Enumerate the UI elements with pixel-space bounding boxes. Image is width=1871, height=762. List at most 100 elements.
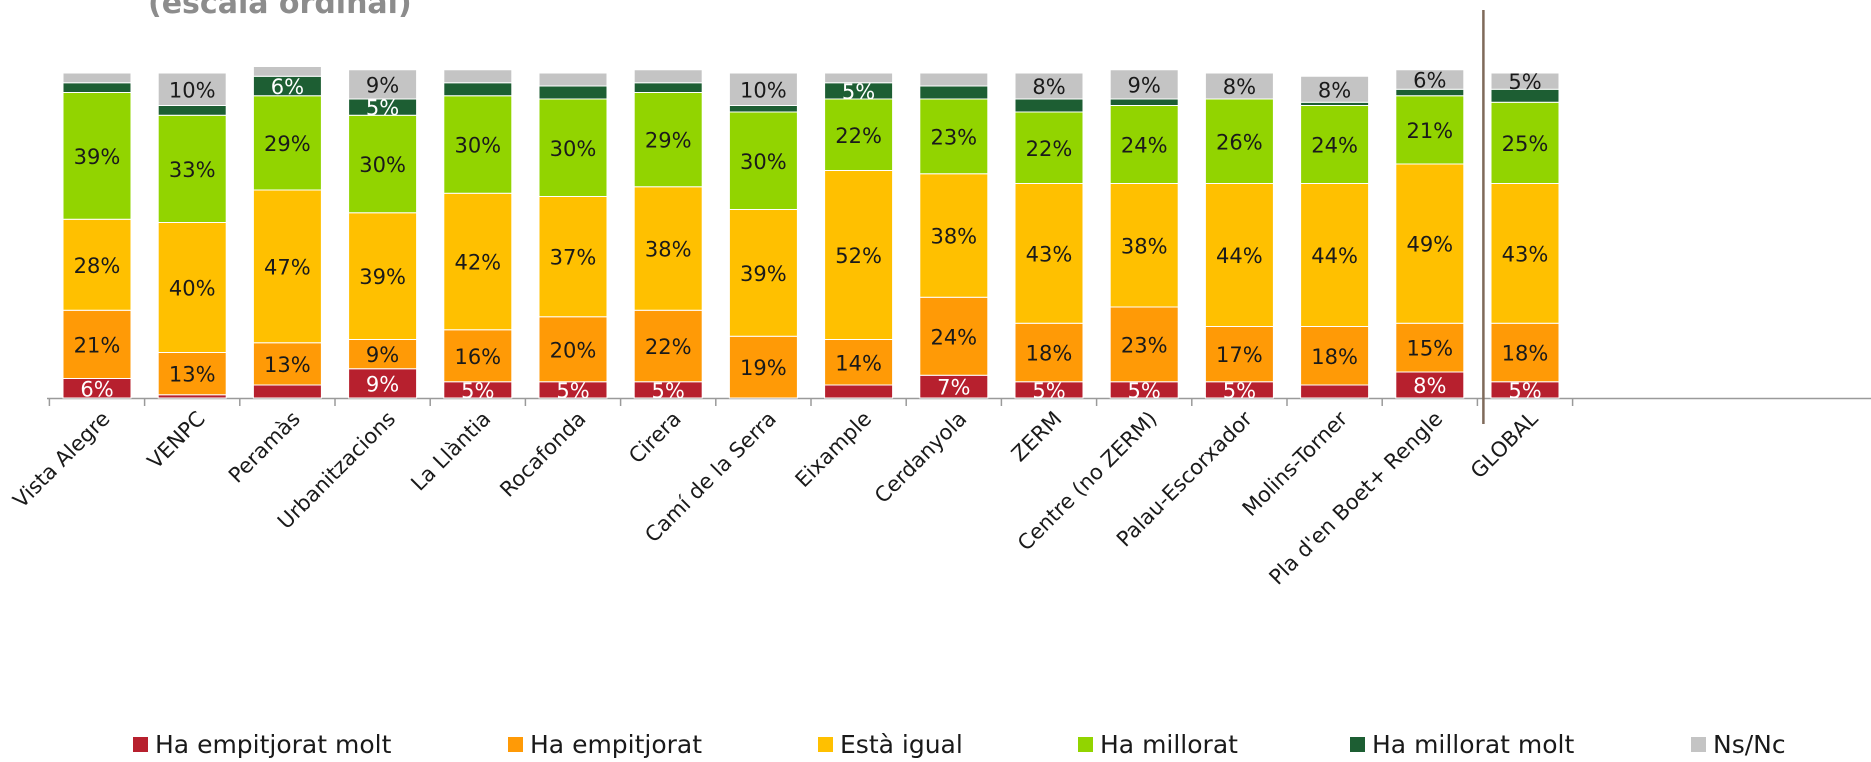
bar-segment-ha-millorat-molt-zerm [1014, 98, 1084, 113]
data-label: 20% [550, 338, 597, 362]
legend-label: Ha millorat [1100, 730, 1238, 759]
bar-segment-esta-igual-cami-de-la-serra [728, 209, 798, 337]
bar-segment-ha-empitjorat-peramas [252, 342, 322, 386]
bar-segment-ha-empitjorat-molt-peramas [252, 384, 322, 399]
data-label: 29% [264, 132, 311, 156]
data-label: 14% [835, 351, 882, 375]
data-label: 21% [1406, 119, 1453, 143]
bar-segment-esta-igual-rocafonda [538, 196, 608, 318]
bar-segment-ha-millorat-urbanitzacions [348, 114, 418, 214]
data-label: 24% [930, 325, 977, 349]
bar-segment-esta-igual-centre-no-zerm [1109, 183, 1179, 308]
data-label: 25% [1502, 132, 1549, 156]
bar-segment-ns-nc-global [1490, 72, 1560, 90]
bar-segment-esta-igual-eixample [824, 170, 894, 340]
bar-segment-ha-millorat-molt-la-llantia [443, 82, 513, 97]
bar-segment-ha-millorat-centre-no-zerm [1109, 105, 1179, 184]
bar-segment-ha-millorat-vista-alegre [62, 92, 132, 220]
data-label: 22% [645, 335, 692, 359]
data-label: 30% [454, 134, 501, 158]
data-label: 5% [652, 379, 685, 403]
data-label: 5% [461, 379, 494, 403]
data-label: 44% [1216, 244, 1263, 268]
legend-label: Ha empitjorat [530, 730, 703, 759]
bar-segment-ns-nc-eixample [824, 72, 894, 84]
data-label: 37% [550, 246, 597, 270]
bar-segment-ha-millorat-cerdanyola [919, 98, 989, 175]
bar-segment-ha-millorat-cirera [633, 92, 703, 188]
bar-segment-ns-nc-pla-d-en-boet-rengle [1395, 69, 1465, 90]
data-label: 44% [1311, 244, 1358, 268]
x-tick-label: Rocafonda [495, 407, 590, 502]
bar-segment-esta-igual-vista-alegre [62, 218, 132, 311]
legend-swatch-ns-nc [1691, 737, 1706, 752]
bar-segment-esta-igual-palau-escorxador [1204, 183, 1274, 327]
data-label: 9% [366, 372, 399, 396]
bar-segment-ha-empitjorat-eixample [824, 339, 894, 386]
data-label: 43% [1502, 242, 1549, 266]
x-tick-label: Cerdanyola [870, 407, 971, 508]
bar-segment-esta-igual-zerm [1014, 183, 1084, 324]
x-tick-label: La Llàntia [406, 407, 495, 496]
legend-item-ns-nc: Ns/Nc [1691, 730, 1786, 759]
data-label: 16% [454, 345, 501, 369]
bar-segment-ns-nc-vista-alegre [62, 72, 132, 84]
data-label: 18% [1026, 342, 1073, 366]
data-label: 8% [1318, 78, 1351, 102]
bar-segment-ha-empitjorat-zerm [1014, 322, 1084, 383]
bar-segment-ha-millorat-global [1490, 101, 1560, 184]
data-label: 47% [264, 255, 311, 279]
data-label: 22% [835, 124, 882, 148]
data-label: 30% [550, 137, 597, 161]
data-label: 39% [359, 265, 406, 289]
legend-swatch-ha-empitjorat [508, 737, 523, 752]
data-label: 43% [1026, 242, 1073, 266]
data-label: 5% [1508, 70, 1541, 94]
data-label: 49% [1406, 233, 1453, 257]
legend-swatch-ha-millorat [1078, 737, 1093, 752]
data-label: 23% [1121, 333, 1168, 357]
data-label: 30% [359, 153, 406, 177]
bar-segment-ha-empitjorat-vista-alegre [62, 309, 132, 379]
legend-swatch-ha-millorat-molt [1350, 737, 1365, 752]
chart-title: (escala ordinal) [148, 0, 412, 21]
data-label: 13% [264, 353, 311, 377]
data-label: 21% [74, 333, 121, 357]
data-label: 17% [1216, 343, 1263, 367]
data-label: 22% [1026, 137, 1073, 161]
data-label: 5% [842, 80, 875, 104]
bar-segment-ha-empitjorat-palau-escorxador [1204, 326, 1274, 383]
x-tick-label: Pla d'en Boet+ Rengle [1264, 407, 1447, 590]
bar-segment-ns-nc-molins-torner [1300, 75, 1370, 103]
data-label: 8% [1223, 75, 1256, 99]
data-label: 5% [366, 96, 399, 120]
bar-segment-esta-igual-urbanitzacions [348, 212, 418, 340]
stacked-bar-chart: 6% 21% 28% 39% Vista Alegre 13% 40% 33% 10% VENPC… [8, 10, 1871, 590]
bar-segment-ha-millorat-la-llantia [443, 95, 513, 194]
bar-segment-ha-millorat-venpc [157, 114, 227, 223]
data-label: 6% [1413, 69, 1446, 93]
data-label: 8% [1413, 374, 1446, 398]
bar-segment-ha-empitjorat-global [1490, 322, 1560, 383]
bar-segment-ha-millorat-molt-cerdanyola [919, 85, 989, 100]
bar-segment-ha-empitjorat-cirera [633, 309, 703, 383]
x-tick-label: Eixample [791, 407, 877, 493]
data-label: 33% [169, 158, 216, 182]
data-label: 38% [930, 225, 977, 249]
bar-segment-ha-empitjorat-venpc [157, 352, 227, 396]
legend-swatch-ha-empitjorat-molt [133, 737, 148, 752]
bar-segment-esta-igual-venpc [157, 222, 227, 353]
bar-segment-ha-millorat-molt-centre-no-zerm [1109, 98, 1179, 106]
bar-segment-ha-millorat-molt-rocafonda [538, 85, 608, 100]
legend-label: Ha empitjorat molt [155, 730, 392, 759]
bar-segment-ha-empitjorat-cami-de-la-serra [728, 335, 798, 399]
bar-segment-ns-nc-rocafonda [538, 72, 608, 87]
data-label: 10% [740, 78, 787, 102]
data-label: 26% [1216, 130, 1263, 154]
bar-segment-esta-igual-global [1490, 183, 1560, 324]
data-label: 6% [271, 75, 304, 99]
data-label: 29% [645, 129, 692, 153]
data-label: 39% [740, 262, 787, 286]
bar-segment-ha-empitjorat-centre-no-zerm [1109, 306, 1179, 383]
bar-segment-ns-nc-centre-no-zerm [1109, 69, 1179, 100]
